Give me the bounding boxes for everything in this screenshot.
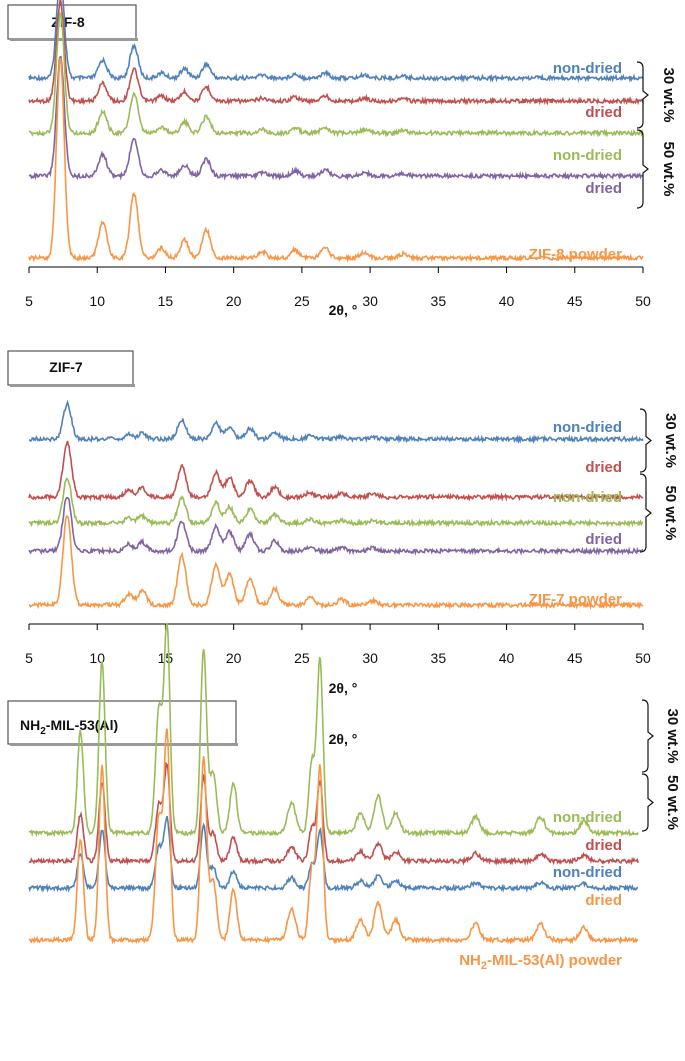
x-tick-label: 25 xyxy=(294,293,310,309)
trace-orange xyxy=(29,515,644,611)
x-tick-label: 35 xyxy=(431,650,447,666)
trace-orange xyxy=(28,728,639,945)
x-tick-label: 20 xyxy=(226,650,242,666)
series-label: ZIF-8 powder xyxy=(529,246,622,263)
group-label: 50 wt.% xyxy=(664,775,681,830)
panel-label-shadow xyxy=(10,743,238,746)
trace-red xyxy=(28,761,639,867)
trace-green xyxy=(28,622,639,838)
x-tick-label: 45 xyxy=(567,650,583,666)
series-label: non-dried xyxy=(553,864,622,881)
x-axis-title: 2θ, ° xyxy=(329,302,358,318)
chart-panel-3: NH2-MIL-53(Al)non-drieddriednon-driedNH2… xyxy=(7,622,681,972)
panel-label-box xyxy=(7,350,134,386)
x-tick-label: 40 xyxy=(499,650,515,666)
x-tick-label: 50 xyxy=(635,293,651,309)
series-label: non-dried xyxy=(553,147,622,164)
x-tick-label: 35 xyxy=(431,293,447,309)
trace-blue xyxy=(28,0,644,83)
series-label: ZIF-7 powder xyxy=(529,591,622,608)
x-tick-label: 15 xyxy=(158,293,174,309)
trace-blue xyxy=(28,399,644,445)
group-bracket xyxy=(639,473,652,553)
series-label: non-dried xyxy=(553,489,622,506)
trace-orange xyxy=(28,57,644,263)
panel-label-shadow xyxy=(10,38,138,41)
series-label: non-dried xyxy=(553,809,622,826)
group-bracket xyxy=(641,773,654,832)
series-label: dried xyxy=(585,104,622,121)
trace-green xyxy=(28,477,644,528)
x-tick-label: 50 xyxy=(635,650,651,666)
series-label: dried xyxy=(585,837,622,854)
group-label: 30 wt.% xyxy=(664,708,681,763)
x-tick-label: 5 xyxy=(25,650,33,666)
series-label: dried xyxy=(585,459,622,476)
series-label: dried xyxy=(585,180,622,197)
group-bracket xyxy=(641,699,654,773)
series-label-powder: NH2-MIL-53(Al) powder xyxy=(459,952,622,972)
group-label: 50 wt.% xyxy=(660,141,677,196)
trace-purple xyxy=(28,55,644,181)
x-tick-label: 25 xyxy=(294,650,310,666)
group-label: 30 wt.% xyxy=(662,413,679,468)
x-tick-label: 20 xyxy=(226,293,242,309)
group-label: 50 wt.% xyxy=(662,485,679,540)
series-label: dried xyxy=(585,531,622,548)
trace-blue xyxy=(28,815,639,894)
x-axis-title: 2θ, ° xyxy=(329,731,358,747)
panel-label-shadow xyxy=(10,384,135,387)
x-tick-label: 30 xyxy=(362,293,378,309)
group-bracket xyxy=(639,408,652,473)
group-bracket xyxy=(636,129,649,209)
x-tick-label: 45 xyxy=(567,293,583,309)
x-tick-label: 30 xyxy=(362,650,378,666)
panel-label-box xyxy=(7,700,237,745)
series-label: non-dried xyxy=(553,419,622,436)
x-tick-label: 10 xyxy=(89,293,105,309)
series-label: non-dried xyxy=(553,60,622,77)
trace-green xyxy=(28,11,644,138)
x-tick-label: 5 xyxy=(25,293,33,309)
group-label: 30 wt.% xyxy=(660,67,677,122)
chart-panel-2: ZIF-7 non-dried dried non-dried dried ZIF-7 p… xyxy=(7,350,679,696)
panel-label-box xyxy=(7,4,137,40)
x-axis-title: 2θ, ° xyxy=(329,680,358,696)
panel-label: ZIF-7 xyxy=(49,359,83,375)
series-label: dried xyxy=(585,892,622,909)
trace-red xyxy=(28,0,644,106)
trace-red xyxy=(28,440,644,502)
group-bracket xyxy=(636,61,649,129)
x-tick-label: 40 xyxy=(499,293,515,309)
trace-purple xyxy=(28,496,644,556)
